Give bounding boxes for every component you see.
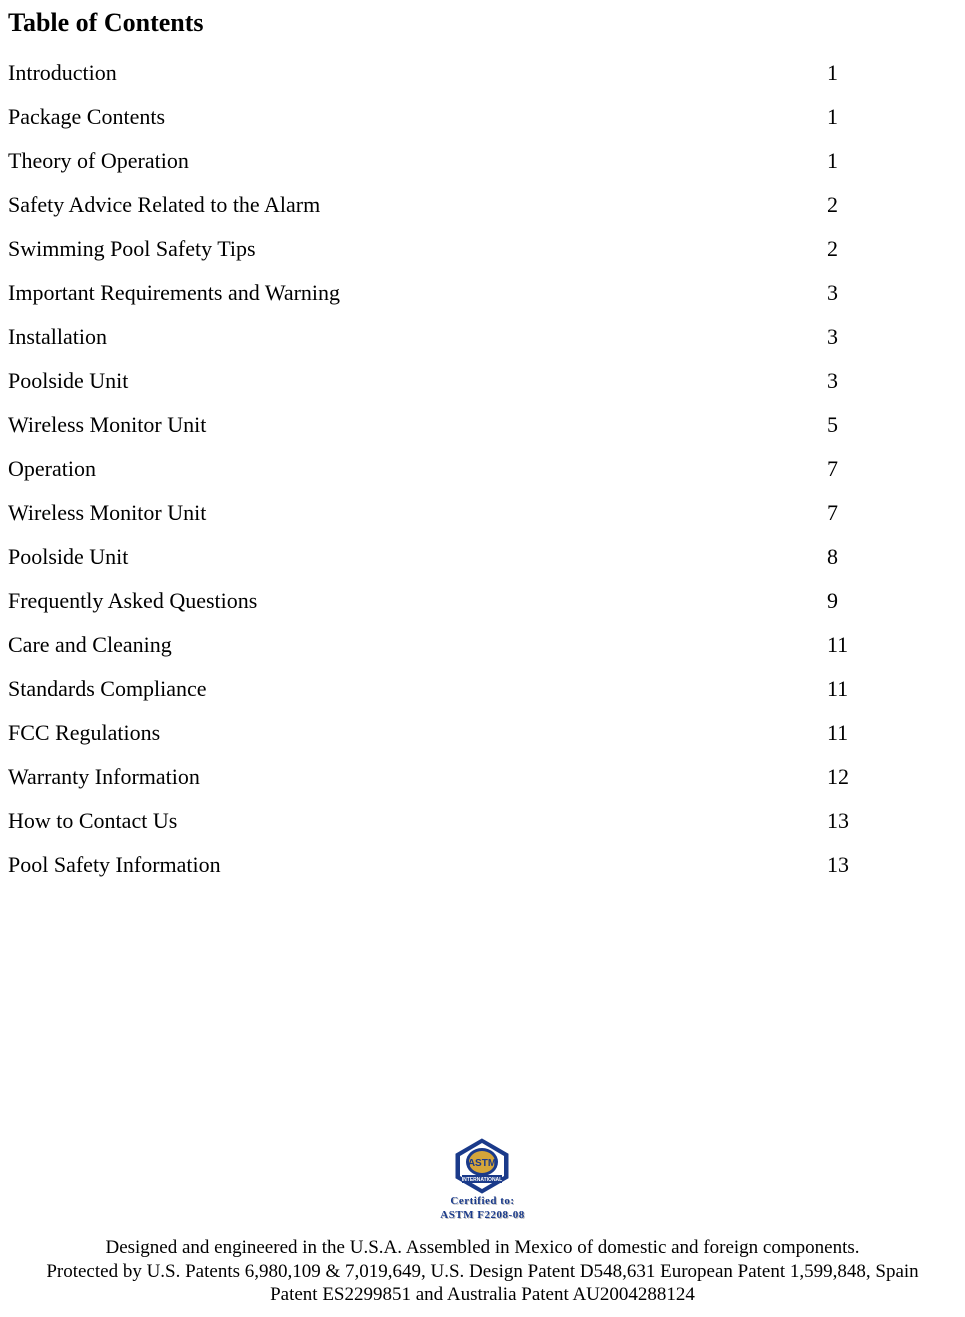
toc-entry-page: 1 xyxy=(827,60,957,86)
toc-row: Poolside Unit 3 xyxy=(8,368,957,394)
toc-entry-label: Frequently Asked Questions xyxy=(8,588,257,614)
footer-line3: Patent ES2299851 and Australia Patent AU… xyxy=(270,1284,695,1305)
toc-entry-label: Introduction xyxy=(8,60,117,86)
toc-entry-page: 3 xyxy=(827,324,957,350)
toc-entry-label: Pool Safety Information xyxy=(8,852,221,878)
toc-entry-label: Wireless Monitor Unit xyxy=(8,412,206,438)
toc-entry-page: 2 xyxy=(827,236,957,262)
toc-entry-page: 3 xyxy=(827,368,957,394)
toc-entry-page: 11 xyxy=(827,720,957,746)
toc-row: Care and Cleaning 11 xyxy=(8,632,957,658)
toc-entry-page: 5 xyxy=(827,412,957,438)
toc-entry-page: 1 xyxy=(827,148,957,174)
toc-row: Theory of Operation 1 xyxy=(8,148,957,174)
svg-text:INTERNATIONAL: INTERNATIONAL xyxy=(462,1177,502,1183)
footer-line1: Designed and engineered in the U.S.A. As… xyxy=(105,1237,859,1258)
toc-entry-label: Important Requirements and Warning xyxy=(8,280,340,306)
toc-entry-page: 3 xyxy=(827,280,957,306)
footer-block: ASTM INTERNATIONAL Certified to: ASTM F2… xyxy=(0,1137,965,1307)
toc-entry-label: Warranty Information xyxy=(8,764,200,790)
toc-entry-label: Swimming Pool Safety Tips xyxy=(8,236,256,262)
toc-row: FCC Regulations 11 xyxy=(8,720,957,746)
toc-row: Pool Safety Information 13 xyxy=(8,852,957,878)
toc-entry-page: 12 xyxy=(827,764,957,790)
toc-entry-label: How to Contact Us xyxy=(8,808,177,834)
toc-row: Wireless Monitor Unit 7 xyxy=(8,500,957,526)
certification-line2: ASTM F2208-08 xyxy=(440,1209,524,1222)
footer-text: Designed and engineered in the U.S.A. As… xyxy=(36,1236,928,1307)
toc-entry-label: Wireless Monitor Unit xyxy=(8,500,206,526)
toc-entry-page: 11 xyxy=(827,632,957,658)
toc-entry-page: 8 xyxy=(827,544,957,570)
toc-entry-page: 13 xyxy=(827,808,957,834)
footer-line2: Protected by U.S. Patents 6,980,109 & 7,… xyxy=(46,1261,918,1282)
toc-row: Operation 7 xyxy=(8,456,957,482)
toc-row: Package Contents 1 xyxy=(8,104,957,130)
toc-entry-page: 9 xyxy=(827,588,957,614)
certification-line1: Certified to: xyxy=(450,1195,514,1208)
toc-row: Safety Advice Related to the Alarm 2 xyxy=(8,192,957,218)
toc-row: Installation 3 xyxy=(8,324,957,350)
toc-row: Swimming Pool Safety Tips 2 xyxy=(8,236,957,262)
toc-entry-label: Safety Advice Related to the Alarm xyxy=(8,192,320,218)
toc-entry-page: 11 xyxy=(827,676,957,702)
svg-text:ASTM: ASTM xyxy=(468,1158,496,1169)
toc-row: Frequently Asked Questions 9 xyxy=(8,588,957,614)
toc-row: Wireless Monitor Unit 5 xyxy=(8,412,957,438)
toc-entry-page: 13 xyxy=(827,852,957,878)
toc-row: Warranty Information 12 xyxy=(8,764,957,790)
toc-entry-label: Operation xyxy=(8,456,96,482)
toc-entry-label: FCC Regulations xyxy=(8,720,160,746)
toc-entry-label: Installation xyxy=(8,324,107,350)
toc-row: Important Requirements and Warning 3 xyxy=(8,280,957,306)
toc-row: How to Contact Us 13 xyxy=(8,808,957,834)
astm-certification-logo: ASTM INTERNATIONAL Certified to: ASTM F2… xyxy=(440,1137,524,1221)
toc-entry-label: Theory of Operation xyxy=(8,148,189,174)
toc-row: Poolside Unit 8 xyxy=(8,544,957,570)
toc-row: Introduction 1 xyxy=(8,60,957,86)
toc-entry-label: Poolside Unit xyxy=(8,544,128,570)
toc-entry-page: 1 xyxy=(827,104,957,130)
toc-entry-page: 7 xyxy=(827,456,957,482)
toc-entry-label: Package Contents xyxy=(8,104,165,130)
toc-entry-page: 7 xyxy=(827,500,957,526)
toc-title: Table of Contents xyxy=(8,8,957,38)
astm-logo-icon: ASTM INTERNATIONAL xyxy=(452,1137,512,1195)
toc-row: Standards Compliance 11 xyxy=(8,676,957,702)
toc-list: Introduction1Package Contents1Theory of … xyxy=(8,60,957,878)
toc-entry-label: Care and Cleaning xyxy=(8,632,172,658)
toc-entry-page: 2 xyxy=(827,192,957,218)
toc-entry-label: Standards Compliance xyxy=(8,676,207,702)
toc-entry-label: Poolside Unit xyxy=(8,368,128,394)
